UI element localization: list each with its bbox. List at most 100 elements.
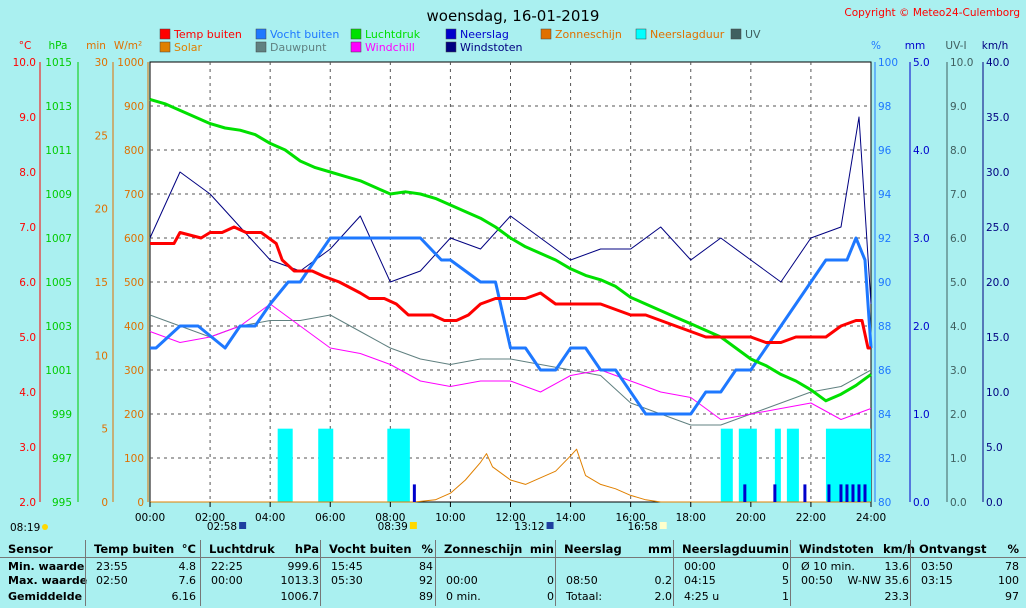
rain-bar	[803, 484, 807, 502]
minutes-tick-label: 5	[101, 424, 108, 436]
summary-col-divider	[200, 540, 201, 606]
time-marker-label: 08:39	[378, 521, 408, 533]
solar-tick-label: 400	[124, 321, 144, 333]
first-marker-label: 08:19	[10, 522, 40, 534]
rain-bar	[839, 484, 843, 502]
wind-tick-label: 35.0	[986, 112, 1009, 124]
summary-col-unit: hPa	[294, 542, 319, 556]
time-tick-label: 04:00	[255, 512, 285, 524]
time-marker-label: 16:58	[627, 521, 657, 533]
rain-duration-bar	[738, 428, 757, 502]
summary-cell-value: 92	[419, 574, 433, 587]
solar-tick-label: 1000	[117, 57, 144, 69]
summary-col-divider	[910, 540, 911, 606]
summary-col-unit: %	[1007, 542, 1019, 556]
summary-cell-value: 97	[1005, 590, 1019, 603]
legend-label: Luchtdruk	[365, 28, 421, 41]
temp-tick-label: 4.0	[19, 387, 36, 399]
summary-cell-value: 999.6	[287, 560, 320, 573]
rain-duration-bar	[277, 428, 293, 502]
summary-cell-time: Totaal:	[566, 590, 603, 603]
summary-col-header: Temp buiten	[94, 542, 175, 556]
solar-axis-unit: W/m²	[114, 40, 142, 52]
summary-col-unit: %	[421, 542, 433, 556]
rain-bar	[857, 484, 861, 502]
humidity-tick-label: 96	[878, 145, 892, 157]
solar-tick-label: 700	[124, 189, 144, 201]
time-tick-label: 06:00	[315, 512, 345, 524]
rain-duration-bars	[277, 428, 871, 502]
time-marker-label: 13:12	[514, 521, 544, 533]
minutes-tick-label: 30	[95, 57, 108, 69]
rain-bar	[845, 484, 849, 502]
series-line-temp-buiten	[150, 225, 871, 350]
summary-cell-time: Ø 10 min.	[801, 560, 855, 573]
summary-cell-value: 0	[547, 590, 554, 603]
sun-moon-icon	[409, 522, 417, 529]
rain-duration-bar	[720, 428, 733, 502]
legend-label: Zonneschijn	[555, 28, 622, 41]
series-line-solar	[150, 448, 871, 503]
chart-title: woensdag, 16-01-2019	[427, 7, 600, 25]
wind-tick-label: 5.0	[986, 442, 1003, 454]
uv-tick-label: 2.0	[950, 409, 967, 421]
temp-axis-unit: °C	[19, 40, 32, 52]
solar-tick-label: 300	[124, 365, 144, 377]
pressure-tick-label: 1009	[45, 189, 72, 201]
rain-duration-bar	[825, 428, 871, 502]
rain-tick-label: 2.0	[913, 321, 930, 333]
pressure-tick-label: 1007	[45, 233, 72, 245]
wind-tick-label: 10.0	[986, 387, 1009, 399]
legend-swatch	[540, 28, 552, 40]
copyright: Copyright © Meteo24-Culemborg	[844, 7, 1020, 19]
summary-col-header: Ontvangst	[919, 542, 987, 556]
temp-tick-label: 9.0	[19, 112, 36, 124]
summary-cell-time: 4:25 u	[684, 590, 720, 603]
legend-label: Windchill	[365, 41, 415, 54]
rain-duration-bar	[786, 428, 799, 502]
rain-bar	[863, 484, 867, 502]
legend-label: Solar	[174, 41, 203, 54]
time-tick-label: 18:00	[676, 512, 706, 524]
time-tick-label: 12:00	[495, 512, 525, 524]
temp-tick-label: 5.0	[19, 332, 36, 344]
summary-cell-time: 00:00	[446, 574, 478, 587]
summary-col-header: Vocht buiten	[329, 542, 412, 556]
solar-tick-label: 800	[124, 145, 144, 157]
humidity-tick-label: 80	[878, 497, 891, 509]
legend-label: Neerslagduur	[650, 28, 725, 41]
legend-label: Windstoten	[460, 41, 522, 54]
rain-tick-label: 4.0	[913, 145, 930, 157]
rain-bar	[743, 484, 747, 502]
summary-cell-value: 0	[782, 560, 789, 573]
summary-cell-value: 0.2	[654, 574, 673, 587]
time-tick-label: 20:00	[736, 512, 766, 524]
summary-col-unit: min	[529, 542, 554, 556]
rain-tick-label: 0.0	[913, 497, 930, 509]
humidity-tick-label: 98	[878, 101, 891, 113]
summary-cell-value: 6.16	[171, 590, 197, 603]
summary-cell-value: 5	[782, 574, 789, 587]
rain-tick-label: 5.0	[913, 57, 930, 69]
legend-swatch	[350, 41, 362, 53]
summary-col-unit: km/h	[883, 542, 916, 556]
pressure-tick-label: 1003	[45, 321, 72, 333]
summary-cell-time: 0 min.	[446, 590, 481, 603]
summary-col-unit: min	[764, 542, 789, 556]
summary-cell-value: 1006.7	[280, 590, 320, 603]
summary-col-header: Zonneschijn	[444, 542, 523, 556]
rain-bar	[827, 484, 831, 502]
pressure-tick-label: 1001	[45, 365, 72, 377]
summary-col-divider	[790, 540, 791, 606]
summary-cell-value: 2.0	[654, 590, 673, 603]
pressure-tick-label: 999	[52, 409, 72, 421]
humidity-axis-unit: %	[871, 40, 881, 52]
summary-cell-time: 00:50	[801, 574, 833, 587]
wind-tick-label: 20.0	[986, 277, 1009, 289]
uv-tick-label: 0.0	[950, 497, 967, 509]
legend: Temp buiten Vocht buiten Luchtdruk Neerslag…	[159, 28, 761, 54]
wind-tick-label: 25.0	[986, 222, 1009, 234]
solar-tick-label: 600	[124, 233, 144, 245]
pressure-axis-unit: hPa	[49, 40, 68, 52]
uv-axis-unit: UV-I	[945, 40, 966, 52]
